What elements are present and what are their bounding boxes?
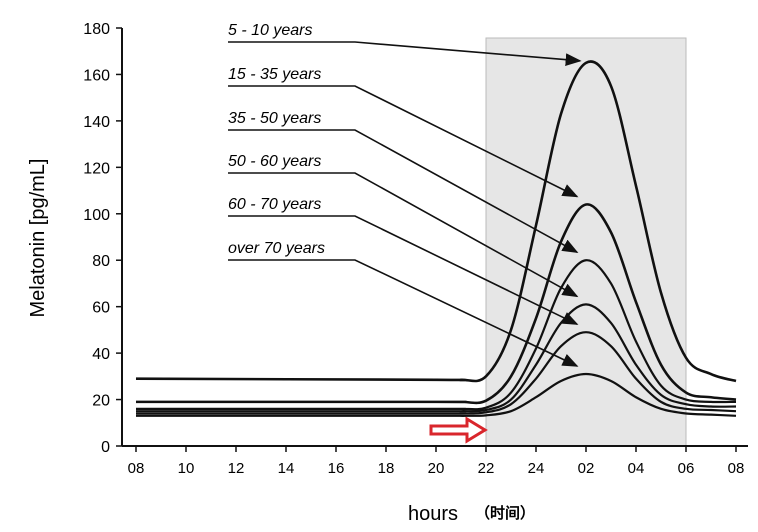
y-axis-label: Melatonin [pg/mL] [27, 159, 49, 318]
x-tick-label: 24 [528, 460, 545, 477]
x-tick-label: 06 [678, 460, 695, 477]
night-shaded-region [485, 37, 687, 447]
y-tick-label: 60 [92, 300, 110, 317]
series-line [135, 60, 737, 383]
x-tick-label: 16 [328, 460, 345, 477]
series-line [136, 372, 737, 417]
y-tick-label: 140 [83, 114, 110, 131]
x-tick-label: 14 [278, 460, 295, 477]
series-label: 15 - 35 years [228, 66, 321, 83]
series-line [136, 203, 737, 405]
y-tick-label: 160 [83, 67, 110, 84]
x-tick-label: 22 [478, 460, 495, 477]
night-start-arrow-icon [429, 416, 488, 444]
x-axis-label-cn: （时间） [475, 504, 535, 522]
label-leader-arrow [228, 129, 579, 253]
series-line [135, 303, 737, 413]
series-label: 50 - 60 years [228, 153, 321, 170]
x-tick-label: 20 [428, 460, 445, 477]
y-tick-label: 20 [92, 393, 110, 410]
y-tick-label: 0 [101, 439, 110, 456]
x-tick-label: 04 [628, 460, 645, 477]
series-line [136, 331, 737, 415]
y-tick-label: 100 [83, 207, 110, 224]
series-label: 60 - 70 years [228, 196, 321, 213]
series-label: 35 - 50 years [228, 110, 321, 127]
label-leader-arrow [228, 41, 582, 67]
y-tick-label: 80 [92, 253, 110, 270]
series-label: 5 - 10 years [228, 22, 312, 39]
label-leader-arrow [228, 259, 579, 367]
label-leader-arrow [228, 85, 579, 198]
x-axis-label: hours [408, 503, 458, 525]
label-leader-arrow [228, 215, 579, 325]
x-tick-label: 12 [228, 460, 245, 477]
series-label: over 70 years [228, 240, 325, 257]
x-tick-label: 08 [128, 460, 145, 477]
x-tick-label: 18 [378, 460, 395, 477]
x-tick-label: 10 [178, 460, 195, 477]
y-tick-label: 40 [92, 346, 110, 363]
label-leader-arrow [228, 172, 579, 298]
y-tick-label: 180 [83, 21, 110, 38]
series-line [136, 259, 737, 411]
y-tick-label: 120 [83, 160, 110, 177]
x-tick-label: 02 [578, 460, 595, 477]
x-tick-label: 08 [728, 460, 745, 477]
